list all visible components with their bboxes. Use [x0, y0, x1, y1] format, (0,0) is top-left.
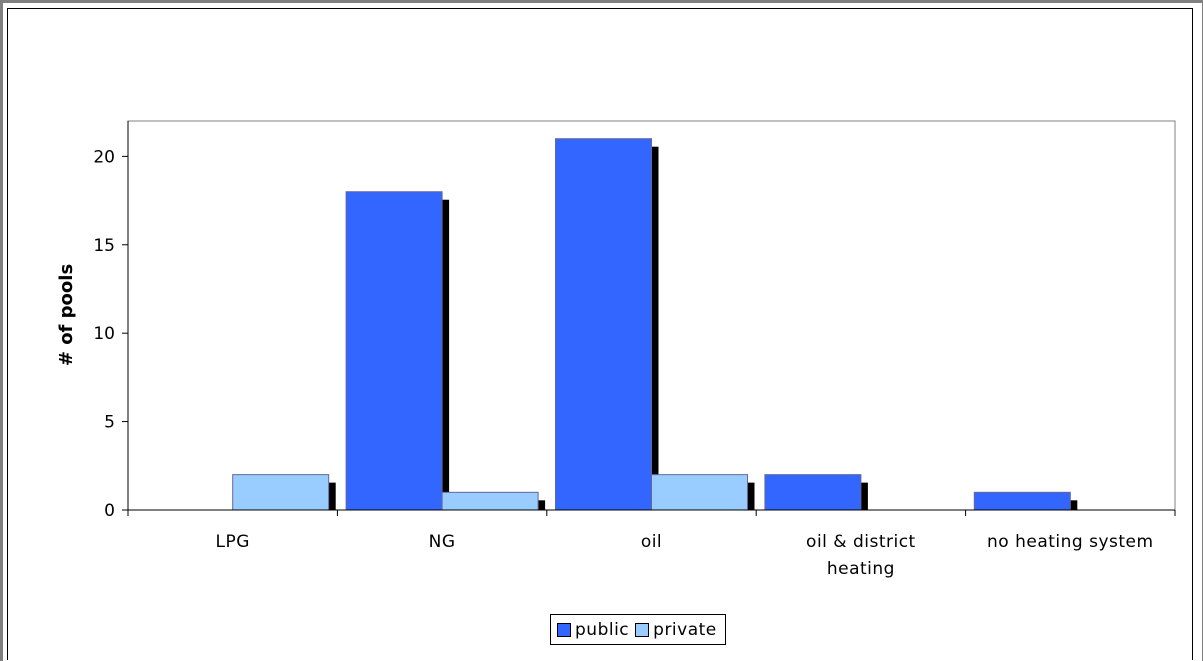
- legend-label-private: private: [653, 619, 717, 640]
- bar-shadow-private-1: [538, 500, 546, 510]
- y-tick-label: 5: [104, 413, 115, 433]
- bars-group: [232, 138, 1078, 511]
- y-tick-label: 10: [93, 324, 115, 344]
- x-tick-label: oil & district heating: [806, 532, 916, 579]
- y-tick-label: 0: [104, 501, 115, 521]
- y-axis-title: # of pools: [56, 264, 77, 366]
- bar-private-1: [441, 491, 539, 511]
- legend-item-private: private: [635, 620, 717, 640]
- bar-shadow-public-4: [1070, 500, 1078, 510]
- bar-shadow-private-2: [747, 482, 755, 510]
- legend-item-public: public: [557, 620, 629, 640]
- y-tick-label: 15: [93, 236, 115, 256]
- x-tick-label: LPG: [215, 532, 249, 552]
- bar-public-2: [555, 138, 652, 511]
- bar-shadow-public-1: [442, 199, 450, 510]
- axes-group: [122, 121, 1176, 516]
- y-tick-labels: 0 5 10 15 20: [93, 147, 115, 521]
- bar-shadow-private-0: [328, 482, 336, 510]
- bar-public-4: [973, 491, 1071, 511]
- bar-shadow-public-2: [651, 146, 659, 510]
- bar-private-0: [232, 474, 330, 511]
- legend-label-public: public: [575, 619, 630, 640]
- x-tick-labels: LPG NG oil oil & district heating no heating …: [215, 532, 1153, 579]
- legend-swatch-public: [557, 622, 571, 637]
- x-tick-label: oil: [641, 532, 662, 552]
- x-tick-label: NG: [429, 532, 456, 552]
- bar-public-1: [345, 191, 443, 511]
- legend-swatch-private: [635, 622, 650, 637]
- legend: public private: [550, 614, 726, 645]
- bar-private-2: [651, 474, 748, 511]
- bar-shadow-public-3: [860, 482, 868, 510]
- y-tick-label: 20: [93, 147, 115, 167]
- x-tick-label: no heating system: [987, 532, 1154, 552]
- bar-public-3: [764, 474, 862, 511]
